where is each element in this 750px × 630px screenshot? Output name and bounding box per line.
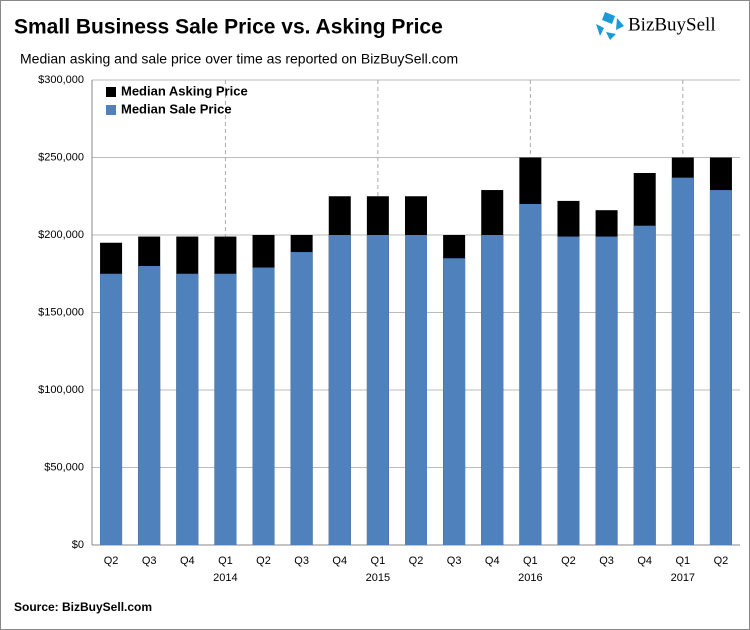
y-tick-label: $200,000 (38, 229, 84, 241)
year-label: 2014 (213, 572, 237, 584)
x-tick-label: Q3 (599, 555, 614, 567)
bar (138, 266, 161, 545)
legend-swatch (106, 105, 116, 115)
y-tick-label: $0 (72, 539, 84, 551)
x-tick-label: Q1 (523, 555, 538, 567)
bar (366, 235, 389, 545)
bar (443, 258, 466, 545)
y-tick-label: $250,000 (38, 151, 84, 163)
bar (595, 236, 618, 546)
bar (290, 252, 313, 546)
bar (557, 236, 580, 546)
legend-label: Median Asking Price (121, 83, 248, 98)
x-tick-label: Q2 (104, 555, 119, 567)
x-tick-label: Q2 (561, 555, 576, 567)
bar (481, 235, 504, 545)
x-tick-label: Q3 (294, 555, 309, 567)
bar (176, 273, 199, 545)
y-tick-label: $100,000 (38, 384, 84, 396)
x-tick-label: Q2 (409, 555, 424, 567)
x-tick-label: Q3 (447, 555, 462, 567)
chart-subtitle: Median asking and sale price over time a… (20, 51, 458, 67)
x-tick-label: Q4 (180, 555, 195, 567)
y-tick-label: $300,000 (38, 74, 84, 86)
x-tick-label: Q4 (637, 555, 652, 567)
x-tick-label: Q1 (371, 555, 386, 567)
x-tick-label: Q1 (675, 555, 690, 567)
logo-text: BizBuySell (628, 14, 716, 35)
x-tick-label: Q1 (218, 555, 233, 567)
x-tick-label: Q2 (256, 555, 271, 567)
x-tick-label: Q3 (142, 555, 157, 567)
chart-title: Small Business Sale Price vs. Asking Pri… (14, 16, 443, 39)
bar (519, 204, 542, 545)
x-tick-label: Q2 (714, 555, 729, 567)
source: Source: BizBuySell.com (14, 600, 152, 614)
bar (671, 177, 694, 545)
year-label: 2016 (518, 572, 542, 584)
x-tick-label: Q4 (332, 555, 347, 567)
legend-swatch (106, 87, 116, 97)
x-tick-label: Q4 (485, 555, 500, 567)
bar (405, 235, 427, 545)
bar (214, 273, 237, 545)
legend-label: Median Sale Price (121, 101, 232, 116)
y-tick-label: $150,000 (38, 306, 84, 318)
logo-icon (596, 12, 624, 40)
bar (328, 235, 351, 545)
year-label: 2017 (671, 572, 695, 584)
year-label: 2015 (366, 572, 390, 584)
y-tick-label: $50,000 (44, 461, 84, 473)
bar (252, 267, 275, 545)
bar (709, 190, 732, 546)
bar (633, 225, 656, 545)
bar (100, 273, 123, 545)
